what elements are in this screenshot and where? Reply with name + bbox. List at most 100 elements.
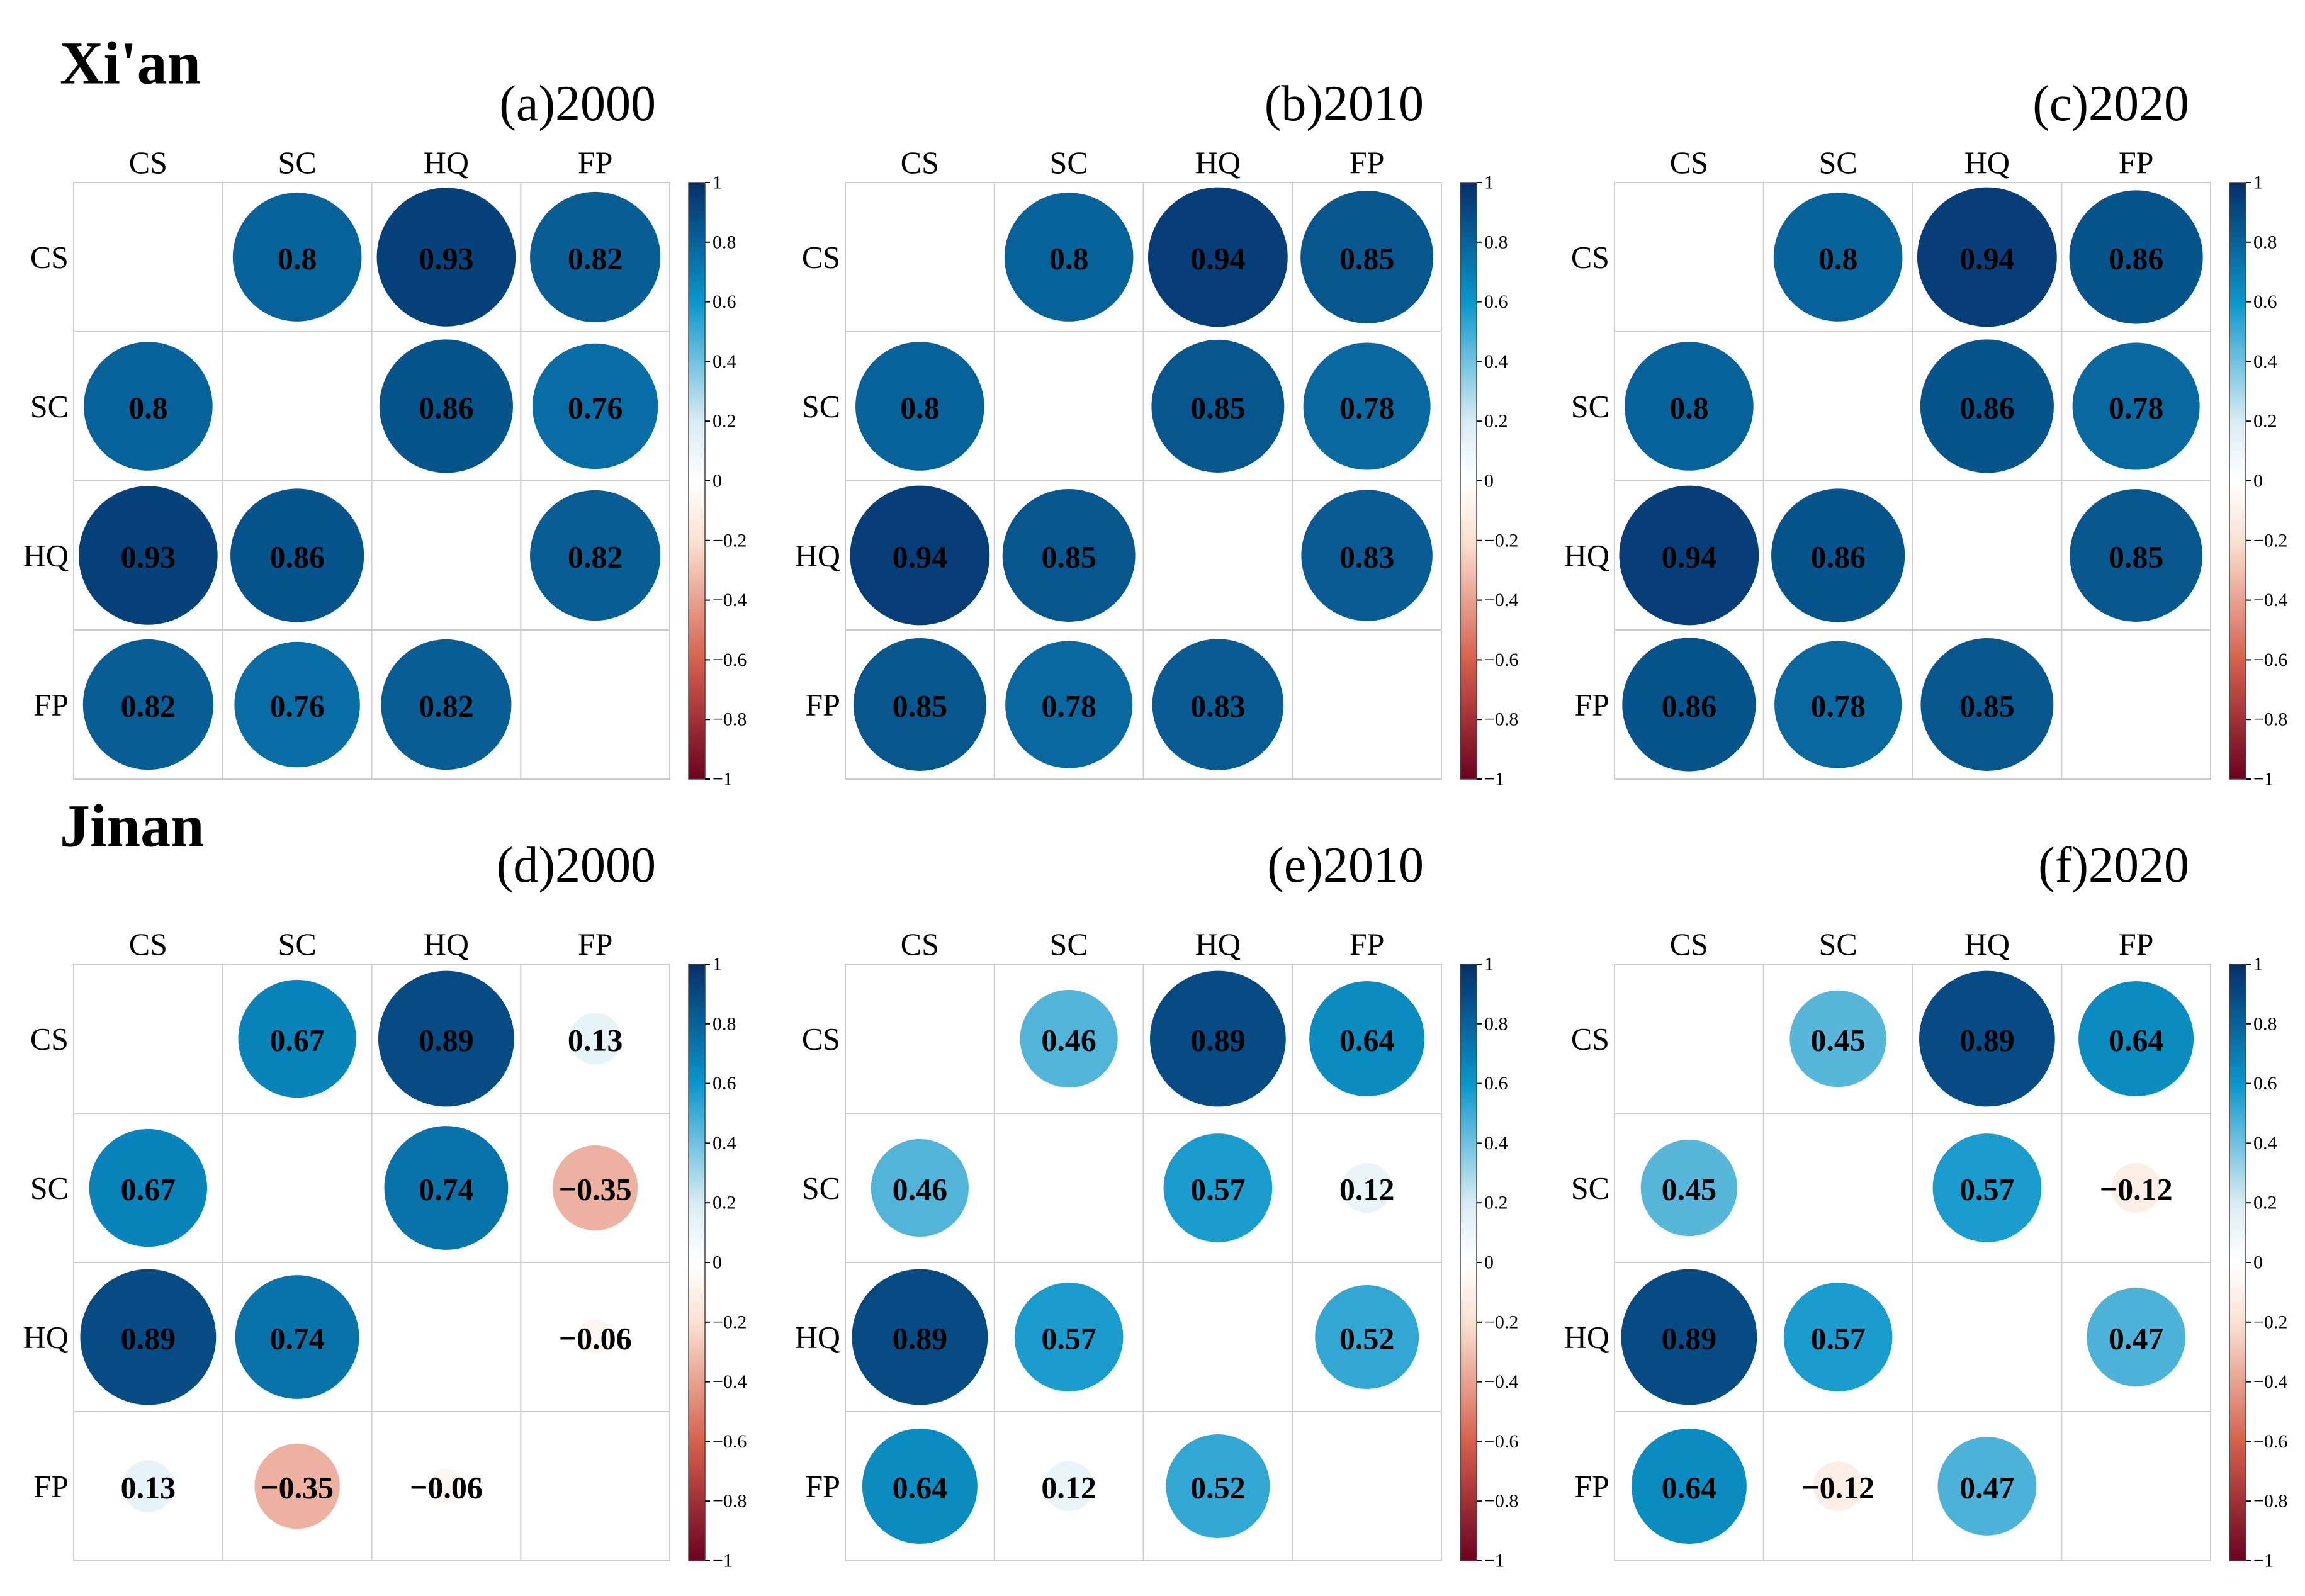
correlation-circle — [1342, 1162, 1392, 1213]
column-label: CS — [1670, 145, 1708, 180]
colorbar-tick-label: 0 — [713, 1252, 722, 1273]
correlation-circle — [862, 1429, 978, 1544]
correlation-circle — [254, 1443, 340, 1529]
correlation-value: 0.74 — [269, 1321, 325, 1356]
colorbar-tick-label: −0.4 — [1484, 590, 1518, 610]
correlation-circle — [1621, 1269, 1757, 1405]
correlation-value: 0.12 — [1041, 1470, 1096, 1505]
panel-title: (f)2020 — [2038, 838, 2189, 893]
correlation-value: 0.8 — [900, 390, 940, 425]
column-label: FP — [578, 926, 613, 962]
colorbar-tick-label: 1 — [1484, 172, 1494, 193]
correlation-circle — [80, 1269, 217, 1405]
correlation-value: 0.46 — [1041, 1023, 1096, 1058]
colorbar-tick-label: 0.8 — [2253, 232, 2277, 252]
colorbar-tick-label: −0.4 — [2253, 590, 2287, 610]
column-label: HQ — [424, 145, 469, 180]
row-label: SC — [802, 1171, 840, 1206]
correlation-circle — [1920, 339, 2054, 473]
correlation-circle — [89, 1128, 207, 1247]
colorbar-tick-label: −0.6 — [1484, 649, 1518, 670]
colorbar-tick-label: −0.6 — [2253, 649, 2287, 670]
correlation-circle — [428, 1468, 464, 1504]
row-label: FP — [1574, 1469, 1609, 1504]
correlation-circle — [853, 638, 986, 771]
colorbar-tick-label: 0.4 — [713, 1133, 736, 1154]
colorbar-tick-label: 0.2 — [2253, 1193, 2277, 1213]
correlation-circle — [1004, 193, 1134, 322]
correlation-circle — [376, 188, 516, 327]
colorbar-tick-label: 0.8 — [713, 1013, 736, 1034]
colorbar-tick-label: 0.6 — [713, 291, 736, 312]
correlation-circle — [1625, 342, 1754, 471]
correlation-circle — [1771, 488, 1905, 622]
colorbar-tick-label: −1 — [2253, 1551, 2274, 1571]
correlation-value: 0.64 — [1662, 1470, 1717, 1505]
colorbar-tick-label: 0.6 — [2253, 291, 2277, 312]
correlation-value: 0.93 — [121, 539, 176, 575]
correlation-value: 0.52 — [1339, 1321, 1395, 1356]
colorbar-tick-label: 0.8 — [713, 232, 736, 252]
colorbar — [688, 182, 706, 780]
colorbar-tick-label: 0.4 — [1484, 351, 1508, 372]
correlation-circle — [1020, 989, 1118, 1088]
correlation-circle — [234, 641, 360, 768]
row-label: HQ — [795, 538, 840, 573]
correlation-value: 0.57 — [1959, 1172, 2015, 1207]
panel-title: (c)2020 — [2032, 76, 2189, 132]
column-label: HQ — [1195, 926, 1241, 962]
colorbar-tick-label: 0.6 — [1484, 1073, 1508, 1094]
colorbar-tick-label: 0.4 — [713, 351, 736, 372]
correlation-circle — [852, 1269, 988, 1405]
colorbar-tick-label: 0 — [1484, 1252, 1494, 1273]
correlation-circle — [2070, 489, 2203, 622]
correlation-circle — [1789, 990, 1886, 1087]
row-label: HQ — [23, 1320, 69, 1355]
panel-c2020: (c)2020 CS SC HQ FP CS SC HQ FP 0.8 0.94 0.86 0.8 0.8… — [1564, 76, 2288, 790]
correlation-value: 0.85 — [893, 688, 948, 724]
colorbar-tick-label: 0.8 — [1484, 1013, 1508, 1034]
correlation-value: −0.12 — [2100, 1172, 2173, 1207]
correlation-circle — [1631, 1429, 1747, 1544]
row-label: SC — [30, 389, 69, 424]
correlation-circle — [381, 639, 512, 770]
correlation-circle — [1152, 639, 1284, 770]
column-label: FP — [1350, 145, 1385, 180]
colorbar-tick-label: 0.4 — [2253, 351, 2277, 372]
correlation-circle — [2087, 1288, 2186, 1386]
correlation-circle — [384, 1126, 509, 1250]
row-label: HQ — [795, 1320, 840, 1355]
colorbar-tick-label: −1 — [713, 769, 733, 790]
panel-e2010: (e)2010 CS SC HQ FP CS SC HQ FP 0.46 0.89 0.64 0.46 0… — [795, 838, 1519, 1571]
correlation-value: 0.52 — [1190, 1470, 1246, 1505]
column-label: FP — [2119, 926, 2154, 962]
correlation-value: 0.83 — [1339, 539, 1395, 575]
correlation-value: 0.64 — [893, 1470, 948, 1505]
correlation-circle — [1166, 1434, 1270, 1538]
row-label: HQ — [1564, 1320, 1609, 1355]
correlation-value: 0.46 — [893, 1172, 948, 1207]
colorbar-tick-label: 0.2 — [713, 1193, 736, 1213]
colorbar-tick-label: 1 — [1484, 954, 1494, 975]
correlation-value: 0.86 — [419, 390, 474, 425]
correlation-circle — [232, 193, 362, 322]
column-label: CS — [901, 926, 939, 962]
city-label: Jinan — [60, 792, 204, 860]
correlation-value: 0.78 — [1810, 688, 1866, 724]
city-group-jinan: Jinan (d)2000 CS SC HQ FP CS SC HQ FP 0.67 0.89 0.13… — [23, 792, 2288, 1571]
correlation-value: 0.89 — [121, 1321, 176, 1356]
correlation-value: 0.13 — [568, 1023, 623, 1058]
colorbar-tick-label: 0.2 — [1484, 1193, 1508, 1213]
correlation-circle — [530, 191, 661, 323]
colorbar-tick-label: 0.6 — [1484, 291, 1508, 312]
correlation-circle — [1151, 340, 1285, 473]
correlation-circle — [871, 1138, 969, 1237]
row-label: SC — [1571, 389, 1609, 424]
correlation-circle — [82, 639, 213, 770]
correlation-circle — [530, 490, 661, 621]
row-label: CS — [802, 240, 840, 275]
colorbar-tick-label: −0.6 — [2253, 1431, 2287, 1452]
correlation-circle — [1002, 489, 1136, 622]
colorbar-tick-label: −0.8 — [1484, 709, 1518, 730]
